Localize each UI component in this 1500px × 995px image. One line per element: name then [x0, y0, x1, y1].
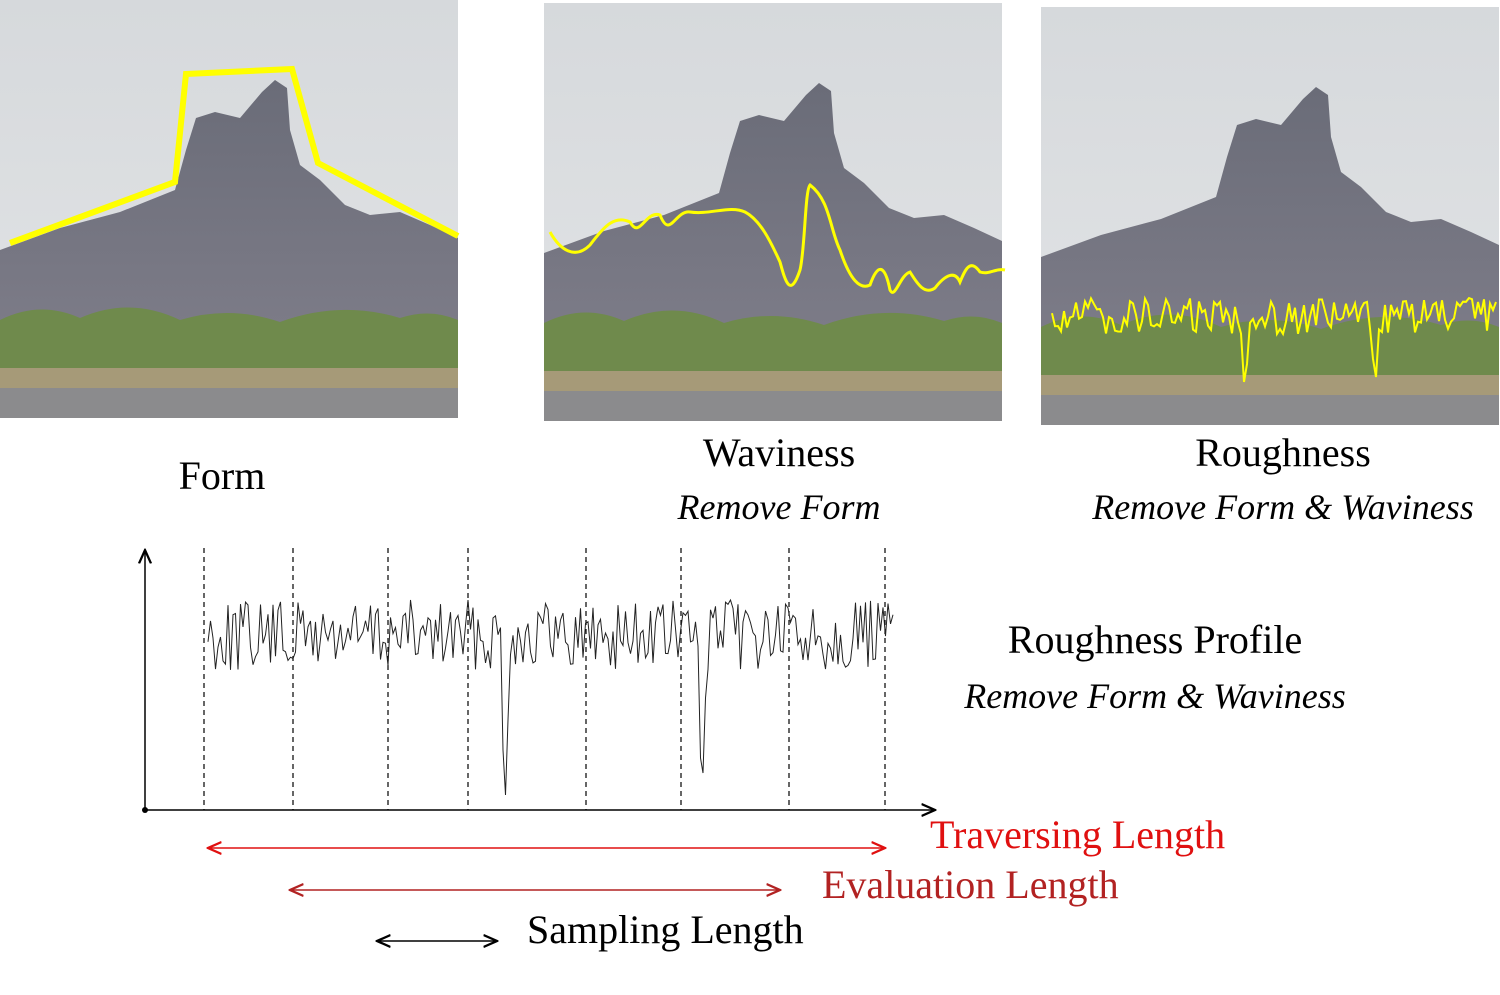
sampling-label: Sampling Length — [527, 907, 804, 952]
profile-plot — [142, 548, 935, 813]
sampling-dividers — [203, 548, 886, 810]
waviness-label: Waviness — [703, 430, 855, 475]
roughness-photo — [1041, 7, 1499, 425]
waviness-photo — [544, 3, 1002, 421]
roughness-line — [1051, 295, 1497, 383]
waviness-line — [548, 183, 1006, 294]
roughness-label: Roughness — [1195, 430, 1371, 475]
origin — [142, 807, 148, 813]
form-label: Form — [179, 453, 266, 498]
traversing-label: Traversing Length — [930, 812, 1225, 857]
roughness-subtitle: Remove Form & Waviness — [1091, 487, 1474, 527]
evaluation-label: Evaluation Length — [822, 862, 1119, 907]
roughness-profile-line — [207, 598, 894, 796]
profile-subtitle: Remove Form & Waviness — [963, 676, 1346, 716]
form-photo — [0, 0, 458, 418]
waviness-subtitle: Remove Form — [677, 487, 881, 527]
profile-title: Roughness Profile — [1008, 617, 1302, 662]
form-line — [8, 65, 460, 246]
